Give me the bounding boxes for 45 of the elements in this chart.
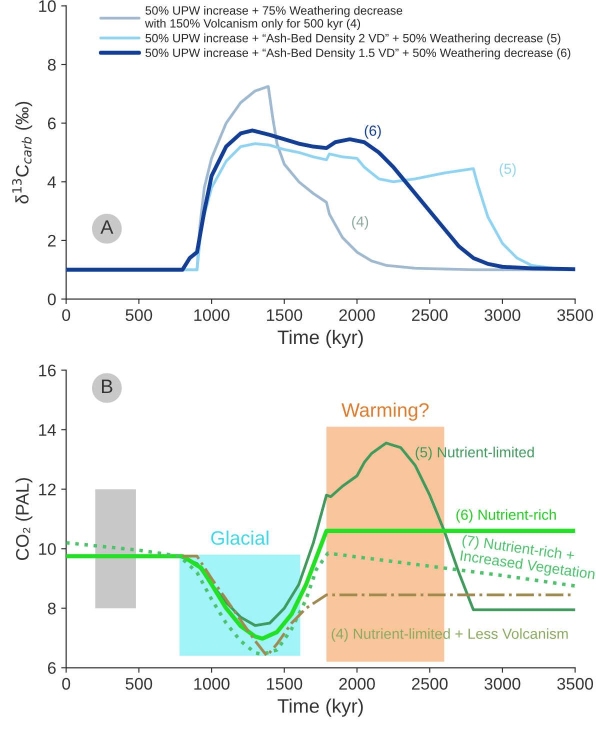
x-tick-label: 2000 <box>339 309 375 322</box>
x-tick-label: 3000 <box>484 678 520 690</box>
y-tick-label: 12 <box>39 484 56 496</box>
x-tick-label: 2500 <box>412 678 448 690</box>
x-tick-label: 2000 <box>339 678 375 690</box>
annotation: (7) Nutrient-rich + Increased Vegetation <box>460 534 596 582</box>
annotation: (4) <box>352 216 368 230</box>
y-axis-title: δ$^{13}$C$_{carb}$ (‰) <box>12 102 32 204</box>
annotation: (6) Nutrient-rich <box>456 509 556 523</box>
x-tick-label: 1000 <box>194 309 230 322</box>
x-tick-label: 1500 <box>267 309 302 322</box>
legend-label: 50% UPW increase + 75% Weathering decrease with 150% Volcanism only for 500 kyr (4) <box>145 6 402 30</box>
x-tick-label: 500 <box>126 678 152 690</box>
band-label: Glacial <box>211 530 268 545</box>
x-axis-title: Time (kyr) <box>278 698 363 717</box>
y-tick-label: 4 <box>48 176 56 188</box>
annotation: (5) Nutrient-limited <box>416 446 534 460</box>
x-tick-label: 1000 <box>194 678 230 690</box>
y-tick-label: 6 <box>48 662 56 674</box>
x-tick-label: 3000 <box>484 309 520 322</box>
x-tick-label: 0 <box>62 678 70 690</box>
y-tick-label: 2 <box>48 234 56 246</box>
x-tick-label: 500 <box>126 309 152 322</box>
annotation: (5) <box>500 163 516 177</box>
y-tick-label: 8 <box>48 58 56 71</box>
annotation: (6) <box>364 125 381 139</box>
y-tick-label: 16 <box>39 364 56 376</box>
band-label: Warming? <box>342 402 429 421</box>
y-tick-label: 8 <box>48 602 56 614</box>
y-axis-title: CO₂ (PAL) <box>16 478 32 560</box>
y-tick-label: 0 <box>48 293 56 306</box>
x-tick-label: 3500 <box>557 309 594 322</box>
y-tick-label: 10 <box>39 543 56 555</box>
x-tick-label: 3500 <box>557 678 594 690</box>
annotation: B <box>102 380 112 394</box>
x-tick-label: 2500 <box>412 309 448 322</box>
y-tick-label: 10 <box>39 0 56 12</box>
annotation: A <box>100 220 114 234</box>
y-tick-label: 14 <box>39 424 56 436</box>
x-tick-label: 1500 <box>267 678 302 690</box>
y-tick-label: 6 <box>48 118 56 130</box>
legend-label: 50% UPW increase + “Ash-Bed Density 1.5 VD” + 50% Weathering decrease (6) <box>146 48 570 60</box>
legend-label: 50% UPW increase + “Ash-Bed Density 2 VD” + 50% Weathering decrease (5) <box>146 34 560 45</box>
x-tick-label: 0 <box>62 309 70 322</box>
x-axis-title: Time (kyr) <box>278 330 363 348</box>
